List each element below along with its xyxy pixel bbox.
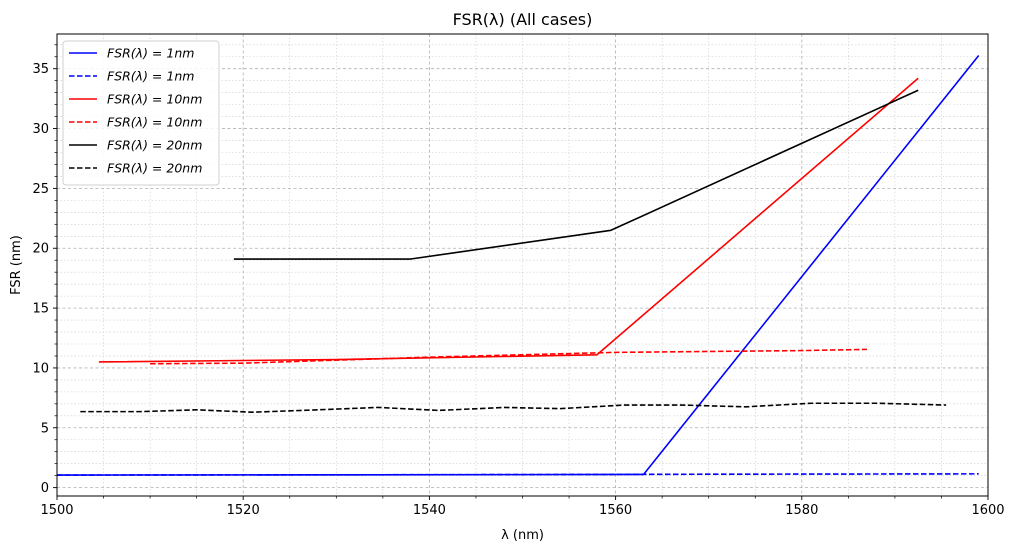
series-line-4 xyxy=(233,89,919,260)
legend-label-3: FSR(λ) = 10nm xyxy=(107,115,202,130)
y-tick-label: 5 xyxy=(41,421,49,436)
y-tick-label: 25 xyxy=(32,182,49,197)
series-line-3 xyxy=(150,348,867,365)
y-tick-label: 10 xyxy=(32,361,49,376)
x-tick-label: 1560 xyxy=(599,503,632,518)
legend-label-1: FSR(λ) = 1nm xyxy=(107,69,194,84)
y-tick-label: 0 xyxy=(41,481,49,496)
series-line-2 xyxy=(98,77,919,363)
y-tick-label: 35 xyxy=(32,62,49,77)
x-tick-label: 1580 xyxy=(785,503,818,518)
y-axis-label: FSR (nm) xyxy=(9,235,24,295)
legend-label-4: FSR(λ) = 20nm xyxy=(107,138,202,153)
legend-box xyxy=(62,40,220,186)
legend-label-2: FSR(λ) = 10nm xyxy=(107,92,202,107)
legend-label-5: FSR(λ) = 20nm xyxy=(107,161,202,176)
y-tick-label: 15 xyxy=(32,302,49,317)
x-tick-label: 1520 xyxy=(227,503,260,518)
x-tick-label: 1500 xyxy=(40,503,73,518)
y-tick-label: 20 xyxy=(32,242,49,257)
x-axis-label: λ (nm) xyxy=(501,528,544,543)
legend-label-0: FSR(λ) = 1nm xyxy=(107,46,194,61)
legend: FSR(λ) = 1nm FSR(λ) = 1nm FSR(λ) = 10nm FSR… xyxy=(62,40,220,186)
series-layer xyxy=(56,55,980,476)
series-line-1 xyxy=(56,473,979,476)
x-tick-label: 1540 xyxy=(413,503,446,518)
y-tick-label: 30 xyxy=(32,122,49,137)
chart-title: FSR(λ) (All cases) xyxy=(453,10,593,29)
x-tick-label: 1600 xyxy=(971,503,1004,518)
